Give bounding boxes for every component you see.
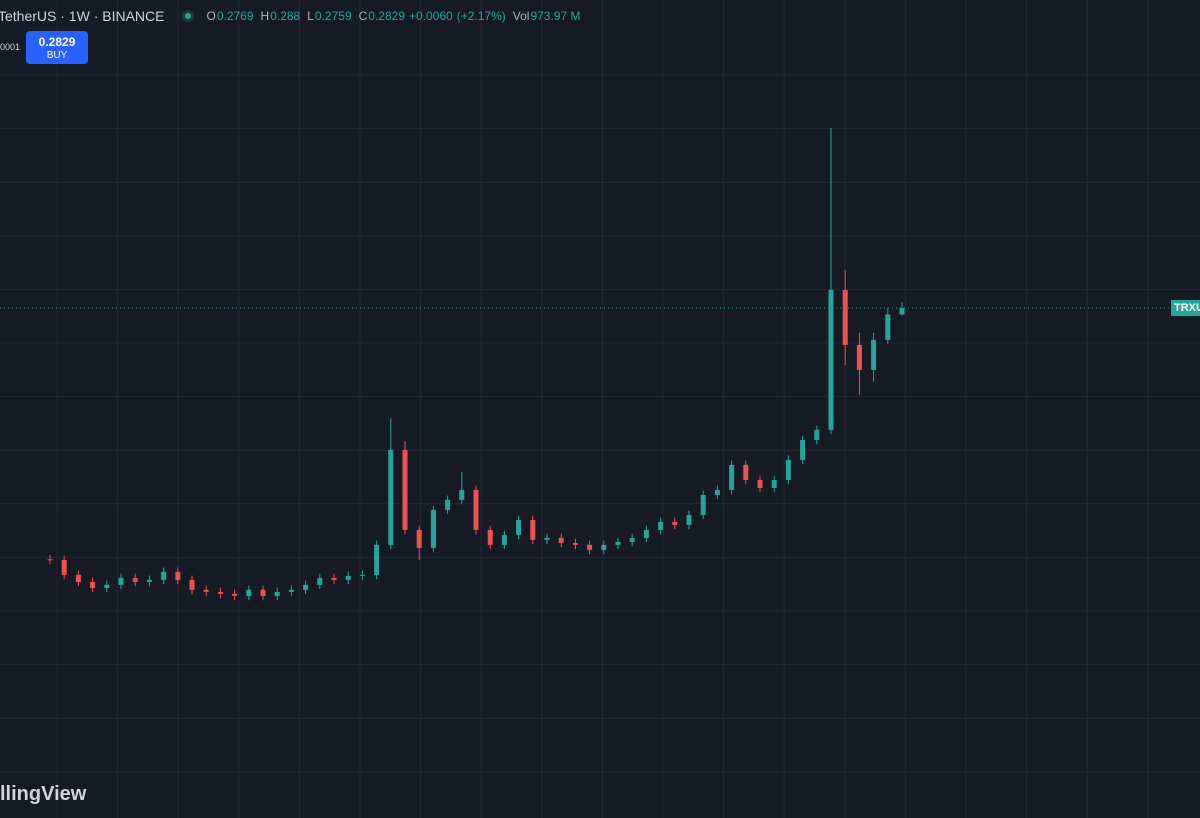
candle-body: [658, 521, 664, 530]
candle-body: [75, 574, 81, 582]
candle-body: [47, 559, 53, 561]
candle-body: [189, 579, 195, 590]
candle-body: [700, 494, 706, 515]
high-value: 0.288: [270, 9, 301, 23]
buy-price: 0.2829: [38, 35, 76, 49]
candle-body: [544, 537, 550, 540]
candle-body: [729, 464, 735, 490]
candle-body: [359, 574, 365, 576]
symbol-title[interactable]: TetherUS · 1W · BINANCE: [0, 8, 165, 24]
open-label: O: [206, 9, 216, 23]
candle-body: [146, 579, 152, 582]
candle-body: [516, 519, 522, 535]
candle-body: [331, 577, 337, 580]
volume-value: 973.97 M: [530, 9, 581, 23]
candle-body: [445, 499, 451, 510]
candle-body: [274, 591, 280, 596]
candle-body: [473, 489, 479, 530]
candle-body: [501, 534, 507, 545]
candle-body: [871, 339, 877, 370]
candle-body: [771, 479, 777, 488]
candle-body: [615, 541, 621, 545]
low-value: 0.2759: [314, 9, 352, 23]
candle-body: [388, 449, 394, 545]
change-percent: (+2.17%): [456, 9, 506, 23]
candle-body: [161, 571, 167, 580]
candle-body: [232, 593, 238, 596]
price-tag: TRXU: [1171, 300, 1200, 316]
candle-body: [643, 529, 649, 538]
candle-body: [61, 559, 67, 575]
buy-label: BUY: [46, 50, 68, 61]
volume-label: Vol: [512, 9, 530, 23]
candle-body: [203, 589, 209, 592]
candle-body: [217, 591, 223, 594]
candle-body: [416, 529, 422, 548]
candle-body: [104, 584, 110, 588]
candle-body: [814, 429, 820, 440]
candle-body: [856, 344, 862, 370]
candle-body: [587, 544, 593, 550]
candle-body: [800, 439, 806, 460]
candle-body: [430, 509, 436, 548]
high-label: H: [260, 9, 270, 23]
low-label: L: [307, 9, 314, 23]
candle-body: [672, 521, 678, 525]
candle-body: [317, 577, 323, 585]
candle-body: [132, 577, 138, 582]
candle-body: [899, 307, 905, 315]
close-label: C: [358, 9, 368, 23]
candle-body: [402, 449, 408, 530]
candle-body: [459, 489, 465, 500]
candle-body: [842, 289, 848, 345]
candle-body: [885, 314, 891, 340]
sell-price: 0001: [0, 42, 21, 52]
candle-body: [785, 459, 791, 480]
candle-body: [601, 544, 607, 550]
candle-body: [686, 514, 692, 525]
candle-body: [828, 289, 834, 430]
buy-button[interactable]: 0.2829 BUY: [26, 31, 88, 64]
candle-body: [629, 537, 635, 542]
candle-body: [118, 577, 124, 585]
candle-body: [743, 464, 749, 480]
candle-body: [260, 589, 266, 596]
candle-body: [757, 479, 763, 488]
candle-body: [288, 589, 294, 592]
candle-body: [175, 571, 181, 580]
open-value: 0.2769: [216, 9, 254, 23]
candle-body: [90, 581, 96, 588]
candle-body: [572, 542, 578, 545]
candle-body: [345, 575, 351, 580]
candle-body: [558, 537, 564, 543]
change-value: +0.0060: [409, 9, 453, 23]
watermark: llingView: [0, 783, 87, 805]
candle-body: [374, 544, 380, 575]
candle-body: [303, 584, 309, 590]
candle-body: [714, 489, 720, 495]
candle-body: [246, 589, 252, 596]
legend: TetherUS · 1W · BINANCE O 0.2769 H 0.288 L…: [0, 6, 587, 26]
status-dot: [182, 10, 195, 22]
close-value: 0.2829: [368, 9, 405, 23]
candle-body: [487, 529, 493, 545]
candle-body: [530, 519, 536, 540]
